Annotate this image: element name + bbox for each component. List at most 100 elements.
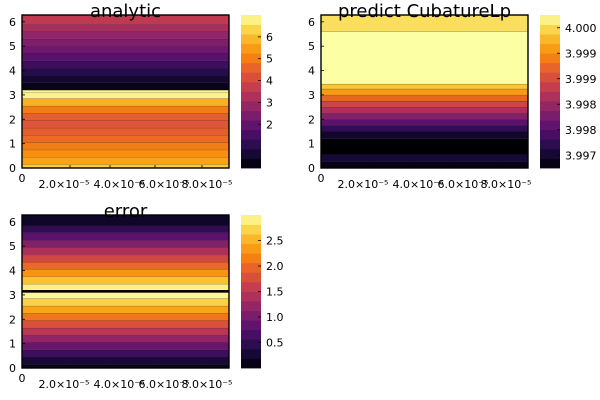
colorbar-swatch [241, 243, 261, 254]
contour-band [22, 247, 229, 255]
y-tick-label: 1 [9, 138, 16, 151]
contour-band [22, 357, 229, 365]
colorbar-tick-label: 2.5 [266, 235, 284, 248]
contour-band [22, 335, 229, 343]
colorbar: 3.997 3.998 3.998 3.999 3.999 4.000 [540, 15, 597, 169]
colorbar-swatch [241, 101, 261, 112]
contour-band [321, 161, 528, 168]
colorbar-swatch [540, 101, 560, 112]
contour-band [22, 127, 229, 136]
contour-band [22, 92, 229, 99]
colorbar-tick-label: 2 [266, 118, 273, 131]
colorbar-tick-label: 2.0 [266, 260, 284, 273]
colorbar-tick-label: 3.998 [565, 98, 597, 111]
contour-band [321, 125, 528, 132]
contour-band [22, 327, 229, 336]
contour-band [22, 215, 229, 226]
colorbar-swatch [540, 15, 560, 25]
contour-band [22, 290, 229, 293]
colorbar-swatch [540, 34, 560, 45]
contour-band [22, 90, 229, 93]
panel-analytic: 0 1 2 3 4 5 6 0 2.0×10⁻⁵ 4.0×10⁻⁶6.0×10⁻⁵8.0×10⁻⁵… [9, 1, 273, 191]
colorbar-swatch [241, 301, 261, 312]
contour-band [22, 240, 229, 248]
x-tick-label: 0 [19, 172, 26, 185]
y-tick-label: 4 [308, 65, 315, 78]
colorbar-swatch [540, 158, 560, 169]
plot-frame [21, 214, 230, 369]
contour-band [22, 320, 229, 328]
contour-band [321, 88, 528, 95]
y-tick-label: 0 [308, 162, 315, 175]
contour-band [22, 262, 229, 270]
panel-error: 0 1 2 3 4 5 6 0 2.0×10⁻⁵ 4.0×10⁻⁶6.0×10⁻⁵8.0×10⁻⁵… [9, 201, 284, 391]
contour-band [22, 135, 229, 143]
colorbar-tick-label: 4.000 [565, 22, 597, 35]
contour-band [321, 138, 528, 155]
colorbar-swatch [241, 234, 261, 245]
colorbar-tick-label: 0.5 [266, 337, 284, 350]
colorbar-swatch [241, 281, 261, 292]
colorbar-swatch [540, 24, 560, 35]
contour-band [22, 75, 229, 83]
contour-band [321, 131, 528, 139]
x-tick-label: 2.0×10⁻⁵ [338, 178, 389, 191]
contour-band [22, 349, 229, 358]
contour-band [22, 298, 229, 306]
colorbar-swatch [540, 72, 560, 83]
colorbar-swatch [241, 15, 261, 25]
y-tick-label: 6 [9, 16, 16, 29]
contour-band [22, 98, 229, 106]
contour-band [22, 120, 229, 128]
x-tick-label: 0 [19, 372, 26, 385]
y-tick-label: 3 [9, 89, 16, 102]
colorbar-swatch [540, 120, 560, 131]
colorbar-swatch [241, 43, 261, 54]
contour-band [321, 83, 528, 89]
contour-band [22, 60, 229, 69]
colorbar-swatch [241, 253, 261, 264]
colorbar-swatch [540, 148, 560, 159]
chart-title: analytic [90, 1, 161, 22]
colorbar-swatch [540, 53, 560, 64]
y-tick-label: 3 [9, 289, 16, 302]
contour-band [22, 232, 229, 241]
contour-band [321, 154, 528, 162]
colorbar-swatch [540, 110, 560, 121]
y-tick-label: 4 [9, 65, 16, 78]
y-tick-label: 2 [9, 113, 16, 126]
y-tick-label: 4 [9, 265, 16, 278]
chart-title: predict CubatureLp [338, 1, 511, 22]
contour-band [22, 342, 229, 350]
colorbar-swatch [241, 262, 261, 273]
colorbar-swatch [241, 291, 261, 302]
colorbar-swatch [241, 24, 261, 35]
colorbar: 2 3 4 5 6 [241, 15, 273, 169]
x-tick-label: 0 [318, 172, 325, 185]
x-tick-label: 6.0×10⁻⁵ [139, 178, 190, 191]
contour-band [22, 142, 229, 150]
colorbar: 0.5 1.0 1.5 2.0 2.5 [241, 215, 284, 369]
contour-band [22, 68, 229, 76]
chart-title: error [104, 201, 148, 222]
x-tick-label: 8.0×10⁻⁵ [182, 178, 233, 191]
colorbar-tick-label: 3.998 [565, 124, 597, 137]
panel-predict: 0 1 2 3 4 5 6 0 2.0×10⁻⁵ 4.0×10⁻⁶6.0×10⁻⁵8.0×10⁻⁵… [308, 1, 597, 191]
colorbar-swatch [540, 43, 560, 54]
contour-band [22, 313, 229, 321]
colorbar-swatch [241, 329, 261, 340]
contour-band [22, 276, 229, 284]
contour-band [321, 113, 528, 120]
contour-band [22, 15, 229, 25]
y-tick-label: 2 [9, 313, 16, 326]
colorbar-tick-label: 3.999 [565, 73, 597, 86]
colorbar-swatch [241, 81, 261, 92]
colorbar-swatch [241, 158, 261, 169]
colorbar-swatch [241, 348, 261, 359]
colorbar-swatch [241, 129, 261, 140]
colorbar-tick-label: 4 [266, 75, 273, 88]
y-tick-label: 2 [308, 113, 315, 126]
x-tick-label: 6.0×10⁻⁵ [438, 178, 489, 191]
contour-band [22, 283, 229, 291]
colorbar-swatch [540, 139, 560, 150]
